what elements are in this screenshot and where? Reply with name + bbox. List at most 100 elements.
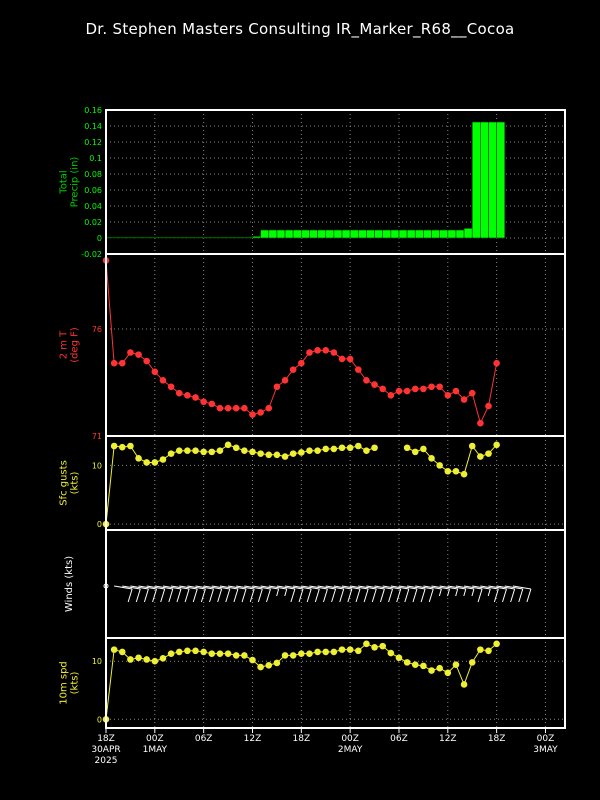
wind-barb-flag <box>225 588 231 603</box>
wind-barb-staff <box>260 585 279 590</box>
wind-barb-half <box>471 588 475 597</box>
x-tick-label: 06Z <box>195 734 213 744</box>
wind-barb-staff <box>219 585 239 590</box>
gust-axis-label: Sfc gusts <box>59 460 70 506</box>
precip-bar <box>349 229 359 239</box>
precip-bar <box>496 121 506 239</box>
wind-barb <box>187 585 206 603</box>
wind-barb <box>439 585 459 597</box>
wind-barb-staff <box>244 585 263 590</box>
wind-barb <box>358 585 377 603</box>
wind-barb <box>260 585 280 597</box>
gust-y-tick-label: 10 <box>92 461 102 470</box>
temp-point <box>314 347 321 354</box>
temp-point <box>452 387 460 395</box>
wind-barb-flag <box>396 588 402 603</box>
wind-barb-staff <box>203 585 222 590</box>
precip-bar <box>203 236 213 239</box>
wind-barb <box>488 585 507 603</box>
temp-point <box>330 349 338 356</box>
temp-point <box>257 409 264 416</box>
wind-barb <box>472 585 491 597</box>
wspd-y-tick-label: 0 <box>97 715 102 724</box>
temp-point <box>208 400 216 408</box>
wspd-point <box>330 648 338 656</box>
gust-point <box>306 447 313 454</box>
wind-barb <box>138 585 158 603</box>
temp-point <box>468 389 476 397</box>
wind-barb <box>203 585 223 603</box>
wind-barb-half <box>438 588 442 597</box>
gust-point <box>241 447 248 454</box>
wind-barb-staff <box>358 585 377 590</box>
precip-bar <box>431 229 440 239</box>
precip-bar <box>423 229 432 239</box>
wind-barb-staff <box>398 585 418 590</box>
wind-barb-flag <box>241 588 247 603</box>
gust-point <box>338 444 346 452</box>
precip-bar <box>398 229 408 239</box>
wind-barb-staff <box>382 585 401 590</box>
precip-bar <box>187 236 196 239</box>
wind-barb-flag <box>314 588 320 603</box>
wspd-point <box>298 650 305 657</box>
wind-barb-flag <box>200 588 206 603</box>
wspd-point <box>135 654 142 662</box>
wspd-point <box>151 657 159 665</box>
wind-barb-staff <box>171 585 190 590</box>
wind-barb-half <box>455 588 459 597</box>
gust-point <box>330 445 338 453</box>
gust-point <box>444 467 452 475</box>
page-title: Dr. Stephen Masters Consulting IR_Marker… <box>85 20 515 38</box>
wind-barb <box>350 585 369 603</box>
wspd-point <box>436 664 443 672</box>
precip-bar <box>113 236 123 239</box>
precip-y-tick-label: 0.02 <box>84 218 102 227</box>
gust-point <box>298 449 305 456</box>
wspd-point <box>403 659 411 666</box>
wind-barb-flag <box>331 588 337 603</box>
wspd-point <box>192 647 199 655</box>
temp-point <box>403 387 411 395</box>
wind-barb-staff <box>317 585 336 590</box>
wind-barb <box>171 585 190 603</box>
wind-barb <box>122 585 141 603</box>
precip-bar <box>292 229 302 239</box>
precip-bar <box>195 236 204 239</box>
wind-barb <box>407 585 426 603</box>
x-tick-label: 18Z <box>488 734 506 744</box>
wspd-point <box>477 646 484 653</box>
gust-axis-label: (kts) <box>70 472 81 495</box>
gust-point <box>452 467 460 475</box>
precip-bar <box>211 236 221 239</box>
wspd-point <box>200 648 207 656</box>
wind-barb <box>382 585 402 603</box>
wind-barb <box>374 585 394 603</box>
gust-point <box>460 470 468 478</box>
wind-barb-flag <box>420 588 426 603</box>
temp-point <box>298 359 305 367</box>
temp-point <box>175 389 183 397</box>
gust-point <box>175 447 183 454</box>
wspd-point <box>224 650 232 657</box>
wspd-point <box>411 661 419 669</box>
wind-barb-flag <box>192 588 198 603</box>
wind-barb <box>398 585 418 603</box>
wind-barb-flag <box>339 588 345 603</box>
wind-barb <box>114 585 133 603</box>
precip-bar <box>146 236 156 239</box>
precip-bar <box>268 229 278 239</box>
wspd-point <box>428 667 435 674</box>
precip-bar <box>366 229 375 239</box>
precip-bar <box>260 229 270 239</box>
precip-y-tick-label: 0.04 <box>84 202 102 211</box>
temp-point <box>200 398 207 406</box>
gust-point <box>249 448 256 456</box>
precip-bar <box>170 236 180 239</box>
wind-barb <box>504 585 524 603</box>
wspd-panel-frame <box>105 637 566 729</box>
wind-barb-staff <box>268 585 287 590</box>
wind-barb-flag <box>209 588 214 603</box>
wind-barb-staff <box>512 585 531 590</box>
